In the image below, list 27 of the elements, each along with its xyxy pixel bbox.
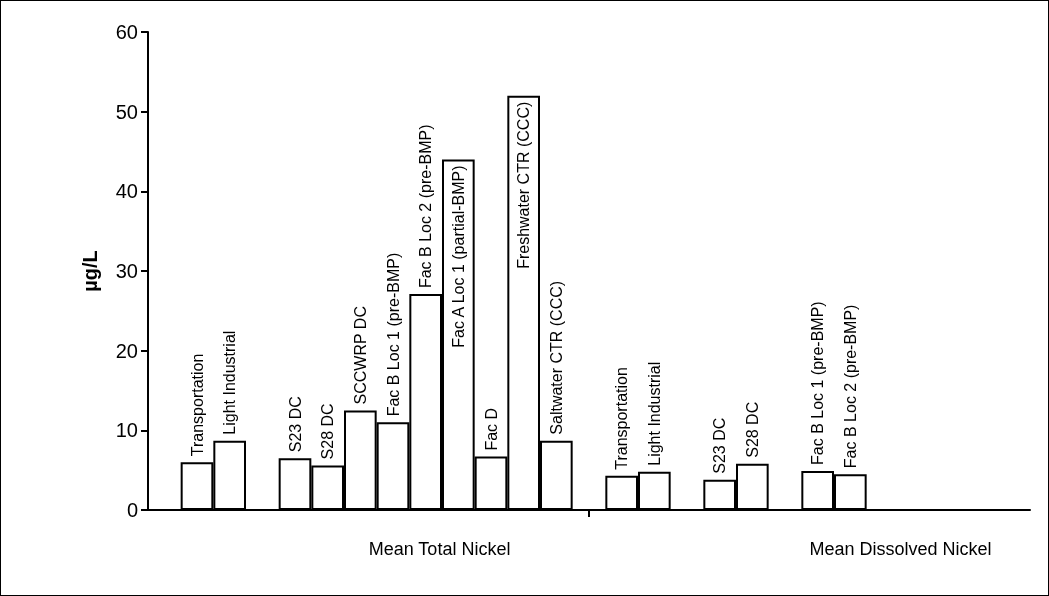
- x-tick-label: S23 DC: [286, 396, 304, 453]
- x-tick-label: Fac B Loc 2 (pre-BMP): [841, 304, 859, 469]
- x-tick-label: Fac A Loc 1 (partial-BMP): [449, 165, 467, 348]
- x-tick-label: S28 DC: [319, 403, 337, 460]
- y-tick-label: 0: [126, 499, 138, 521]
- x-tick-label: Light Industrial: [221, 330, 239, 435]
- x-tick-label: Fac B Loc 1 (pre-BMP): [384, 252, 402, 417]
- y-axis-title: µg/L: [79, 250, 101, 292]
- y-tick-label: 30: [115, 260, 138, 282]
- x-tick-label: Transportation: [188, 353, 206, 457]
- x-tick-label: Transportation: [613, 367, 631, 470]
- x-tick-label: S28 DC: [743, 401, 761, 458]
- y-tick-label: 50: [115, 100, 138, 123]
- x-tick-label: Fac D: [482, 407, 500, 451]
- y-tick-label: 60: [115, 21, 138, 43]
- text: Mean Dissolved Nickel: [809, 539, 992, 559]
- x-tick-label: SCCWRP DC: [351, 306, 369, 405]
- y-tick-label: 20: [115, 339, 138, 362]
- x-tick-label: Light Industrial: [645, 361, 663, 466]
- x-tick-label: S23 DC: [711, 417, 729, 474]
- text: Mean Total Nickel: [368, 539, 511, 559]
- x-tick-label: Fac B Loc 1 (pre-BMP): [809, 301, 827, 465]
- x-tick-label: Saltwater CTR (CCC): [547, 280, 565, 435]
- x-tick-label: Fac B Loc 2 (pre-BMP): [417, 124, 435, 289]
- y-tick-label: 10: [115, 419, 138, 442]
- x-tick-label: Freshwater CTR (CCC): [515, 101, 533, 269]
- y-tick-label: 40: [115, 180, 138, 203]
